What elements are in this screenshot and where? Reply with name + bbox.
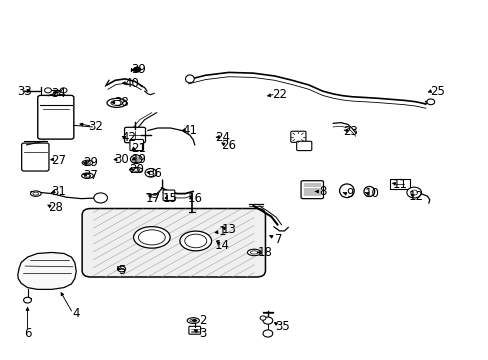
Circle shape [94,193,107,203]
Text: 5: 5 [118,264,125,277]
Text: 20: 20 [128,163,143,176]
Text: 1: 1 [218,225,226,238]
Text: 8: 8 [318,185,325,198]
Text: 13: 13 [221,223,236,236]
Text: 23: 23 [343,125,358,138]
Ellipse shape [180,231,211,251]
Circle shape [148,171,153,175]
Text: 14: 14 [215,239,229,252]
Circle shape [60,88,67,93]
Text: 9: 9 [346,187,353,200]
FancyBboxPatch shape [124,127,145,143]
Circle shape [263,317,272,324]
Ellipse shape [111,100,122,105]
FancyBboxPatch shape [290,131,305,142]
Text: 29: 29 [83,156,98,169]
Text: 33: 33 [17,85,31,98]
FancyBboxPatch shape [82,208,265,277]
Text: 32: 32 [88,121,103,134]
FancyBboxPatch shape [130,139,143,150]
FancyBboxPatch shape [296,141,311,150]
Text: 27: 27 [51,154,65,167]
Circle shape [260,316,265,320]
Text: 38: 38 [114,96,129,109]
Text: 11: 11 [392,178,407,191]
FancyBboxPatch shape [188,326,200,334]
Circle shape [130,155,142,163]
FancyBboxPatch shape [21,143,49,171]
Text: 12: 12 [408,190,423,203]
Text: 3: 3 [199,327,206,340]
Circle shape [23,297,31,303]
Ellipse shape [138,230,165,245]
Ellipse shape [84,162,90,164]
Ellipse shape [82,160,93,165]
Circle shape [118,266,125,272]
Text: 39: 39 [130,63,145,76]
Circle shape [426,99,434,105]
Ellipse shape [363,186,374,197]
Circle shape [410,190,417,195]
Ellipse shape [185,75,194,83]
Ellipse shape [339,184,353,198]
Circle shape [44,88,51,93]
Text: 22: 22 [271,88,286,101]
Text: 19: 19 [132,153,147,166]
Text: 17: 17 [145,192,160,205]
FancyBboxPatch shape [163,190,174,201]
Text: 26: 26 [221,139,236,152]
Ellipse shape [33,192,39,195]
Text: 10: 10 [364,187,379,200]
Text: 15: 15 [163,192,178,205]
Text: 2: 2 [199,314,206,327]
Text: 36: 36 [146,167,162,180]
Ellipse shape [184,234,206,248]
Ellipse shape [30,191,41,196]
FancyBboxPatch shape [38,95,74,139]
Text: 18: 18 [257,246,272,259]
Ellipse shape [133,226,170,248]
Text: 42: 42 [121,131,136,144]
Text: 30: 30 [114,153,129,166]
Ellipse shape [107,98,126,107]
Ellipse shape [84,174,90,177]
Text: 4: 4 [72,307,80,320]
Ellipse shape [187,318,199,323]
Text: 35: 35 [275,320,289,333]
Ellipse shape [189,319,196,322]
Ellipse shape [130,167,142,172]
Ellipse shape [247,249,261,256]
Text: 25: 25 [429,85,444,98]
Ellipse shape [81,173,93,179]
Text: 24: 24 [215,131,229,144]
Text: 41: 41 [182,124,197,137]
Ellipse shape [250,251,258,254]
Text: 16: 16 [187,192,202,205]
FancyBboxPatch shape [301,181,323,199]
Circle shape [134,67,141,72]
Polygon shape [18,252,76,289]
Text: 28: 28 [48,202,62,215]
Text: 6: 6 [24,327,31,340]
Ellipse shape [132,169,140,171]
Text: 40: 40 [123,77,139,90]
Text: 37: 37 [83,169,98,182]
Text: 31: 31 [51,185,65,198]
Circle shape [145,168,157,177]
Circle shape [406,187,421,198]
Circle shape [263,330,272,337]
Text: 7: 7 [274,233,282,246]
Text: 21: 21 [130,142,145,155]
Text: 34: 34 [51,87,65,100]
